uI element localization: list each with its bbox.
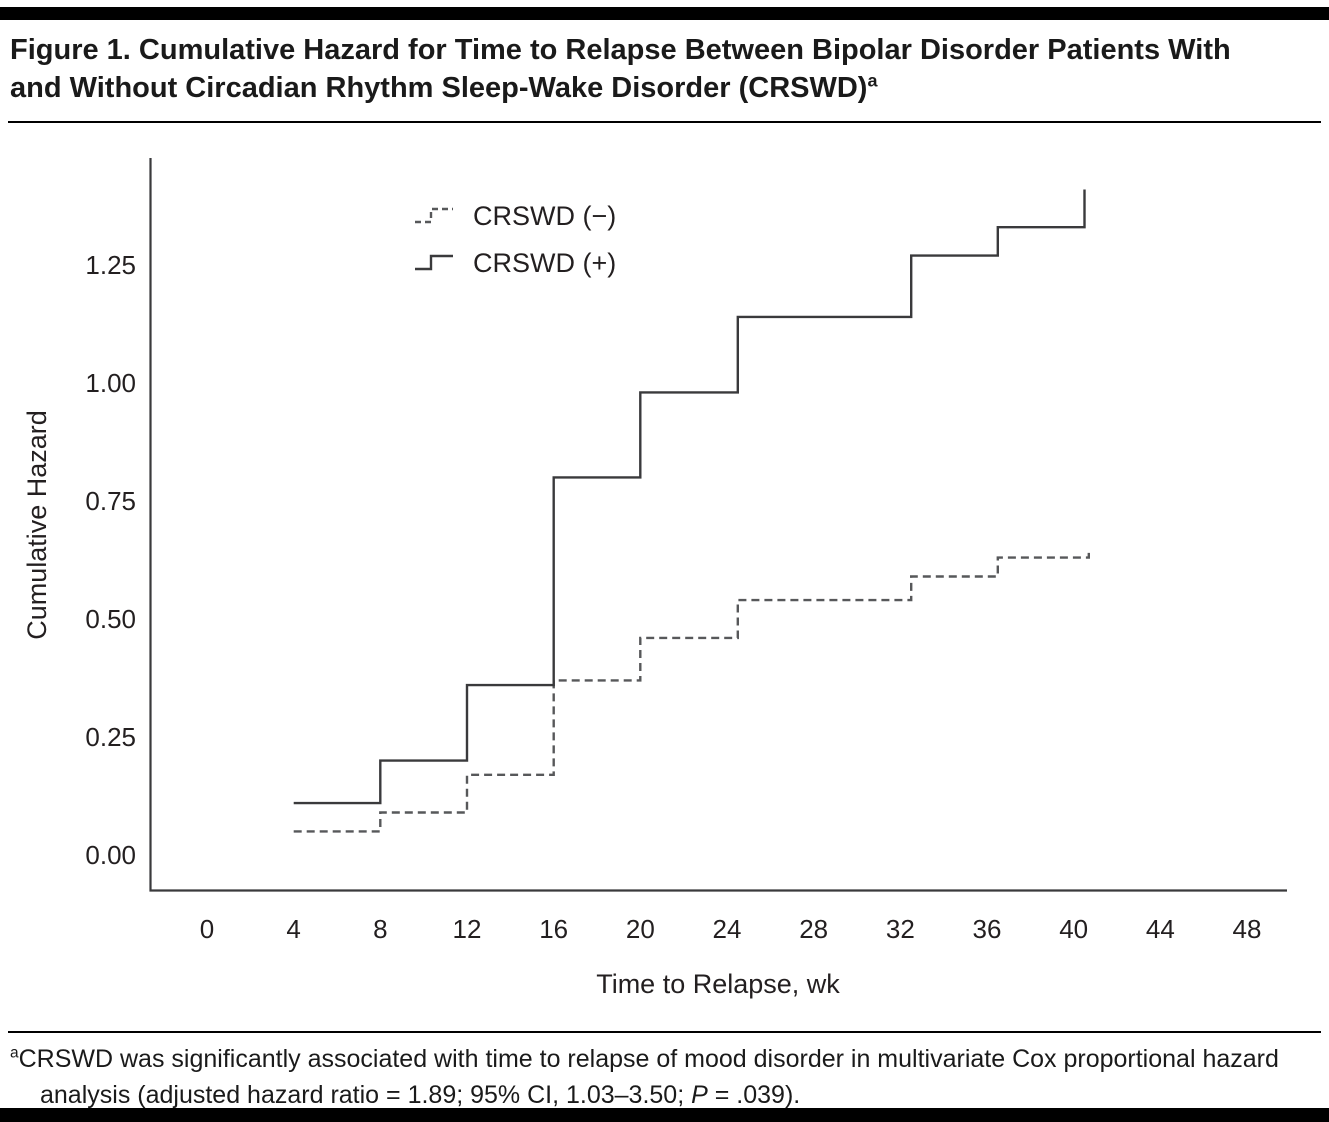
x-tick-label: 12 (453, 914, 482, 944)
footnote-p-symbol: P (691, 1080, 708, 1109)
x-tick-label: 44 (1146, 914, 1175, 944)
y-tick-label: 0.00 (85, 840, 136, 870)
figure-title: Figure 1. Cumulative Hazard for Time to … (10, 32, 1250, 108)
plot-axes (149, 158, 1287, 892)
x-tick-label: 20 (626, 914, 655, 944)
x-tick-label: 8 (373, 914, 387, 944)
footnote-divider (8, 1031, 1321, 1033)
x-tick-label: 16 (539, 914, 568, 944)
footnote-superscript: a (10, 1044, 19, 1062)
chart-canvas: 0.000.250.500.751.001.250 4 8 12 16 20 24 28 32 3… (22, 158, 1287, 999)
title-divider (8, 121, 1321, 123)
cumulative-hazard-chart: 0.00 0.25 0.50 0.75 1.00 1.25 0 4 8 12 16 20 24 28 32 3… (0, 140, 1329, 1010)
top-rule-bar (0, 7, 1329, 20)
footnote-text: CRSWD was significantly associated with … (18, 1045, 1279, 1109)
legend-label-crswd-negative: CRSWD (−) (473, 201, 616, 231)
y-tick-label: 1.00 (85, 368, 136, 398)
series-line-crswd-positive (293, 189, 1086, 805)
legend-label-crswd-positive: CRSWD (+) (473, 248, 616, 278)
y-axis-title: Cumulative Hazard (22, 410, 52, 640)
x-tick-label: 0 (200, 914, 214, 944)
y-tick-label: 0.25 (85, 722, 136, 752)
x-tick-label: 40 (1059, 914, 1088, 944)
figure-title-superscript: a (867, 70, 878, 91)
x-tick-label: 36 (973, 914, 1002, 944)
figure-title-text: Figure 1. Cumulative Hazard for Time to … (10, 34, 1231, 104)
footnote-p-value: = .039). (707, 1080, 801, 1109)
y-tick-label: 1.25 (85, 250, 136, 280)
y-tick-label: 0.75 (85, 486, 136, 516)
x-axis-title: Time to Relapse, wk (596, 969, 840, 999)
legend-sample-crswd-negative (415, 207, 453, 224)
x-tick-label: 4 (286, 914, 300, 944)
x-tick-label: 28 (799, 914, 828, 944)
x-tick-label: 32 (886, 914, 915, 944)
footnote: aCRSWD was significantly associated with… (10, 1042, 1280, 1113)
legend-sample-crswd-positive (415, 254, 453, 271)
x-tick-label: 24 (713, 914, 742, 944)
x-tick-label: 48 (1233, 914, 1262, 944)
y-tick-label: 0.50 (85, 604, 136, 634)
bottom-rule-bar (0, 1108, 1329, 1122)
series-line-crswd-negative (293, 552, 1090, 833)
